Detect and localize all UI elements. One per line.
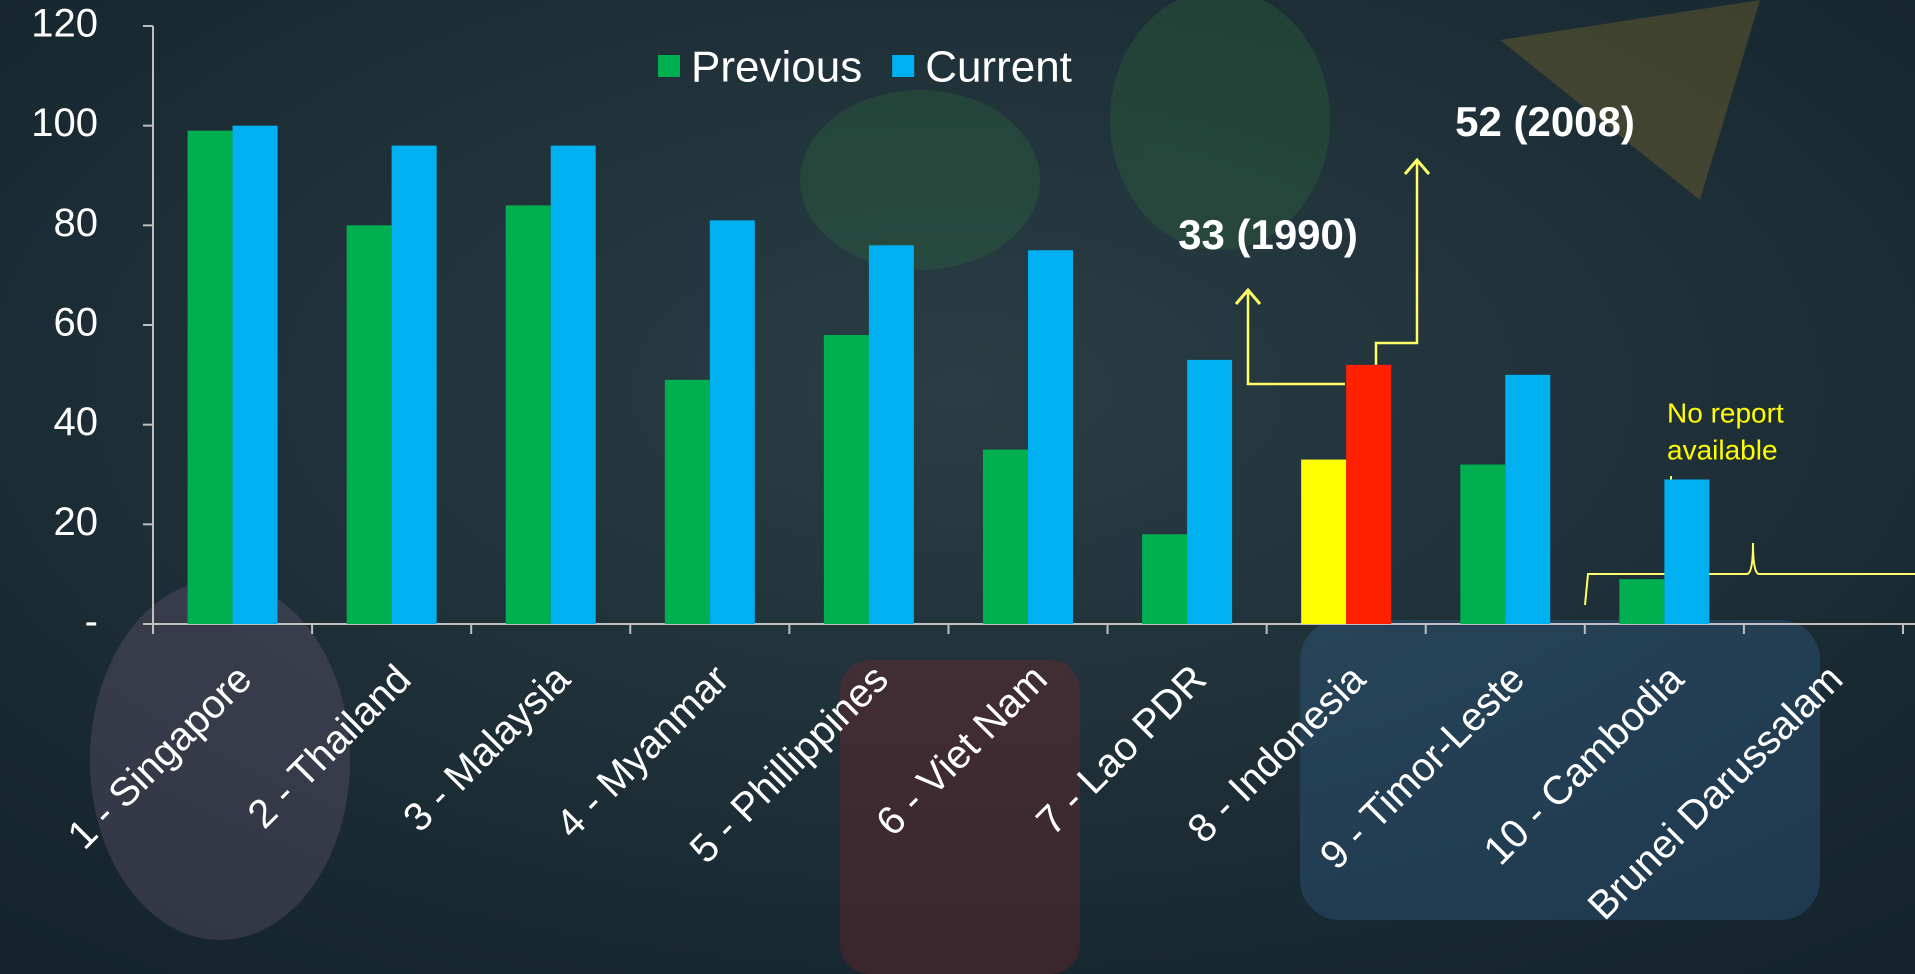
bar xyxy=(550,145,596,624)
bar xyxy=(1460,464,1506,624)
y-tick-label: 80 xyxy=(54,201,99,245)
annotation: available xyxy=(1667,434,1778,465)
bar xyxy=(664,379,710,624)
annotation: 33 (1990) xyxy=(1178,211,1358,258)
bar xyxy=(1142,534,1188,624)
annotation-arrow xyxy=(1246,293,1345,386)
bar xyxy=(823,334,869,624)
bar xyxy=(1664,479,1710,624)
legend-swatch xyxy=(892,55,915,77)
brace xyxy=(1584,542,1915,606)
y-tick-label: 100 xyxy=(31,101,98,145)
bar xyxy=(1187,359,1233,624)
background-art xyxy=(90,0,1820,974)
legend-label: Current xyxy=(925,43,1072,92)
arrow-head xyxy=(1403,157,1431,175)
y-tick-label: 40 xyxy=(54,400,99,444)
bar xyxy=(983,449,1028,624)
legend-swatch xyxy=(658,55,680,77)
y-tick-label: - xyxy=(85,600,98,644)
arrow-head xyxy=(1234,287,1262,305)
y-tick-label: 120 xyxy=(31,2,98,46)
bar xyxy=(1505,374,1551,624)
bar xyxy=(709,220,755,624)
bar xyxy=(1619,579,1665,624)
y-tick-label: 20 xyxy=(54,500,99,544)
bar xyxy=(1301,459,1347,624)
annotation: No report xyxy=(1667,397,1784,428)
bar xyxy=(868,245,914,624)
legend-label: Previous xyxy=(691,43,862,92)
bar xyxy=(187,130,233,624)
bar xyxy=(346,225,392,625)
y-tick-label: 60 xyxy=(54,301,99,345)
bar xyxy=(505,205,551,624)
bar xyxy=(232,125,278,625)
bar xyxy=(1028,250,1073,624)
bar xyxy=(391,145,437,624)
bar xyxy=(1346,364,1392,624)
annotation: 52 (2008) xyxy=(1455,98,1635,145)
